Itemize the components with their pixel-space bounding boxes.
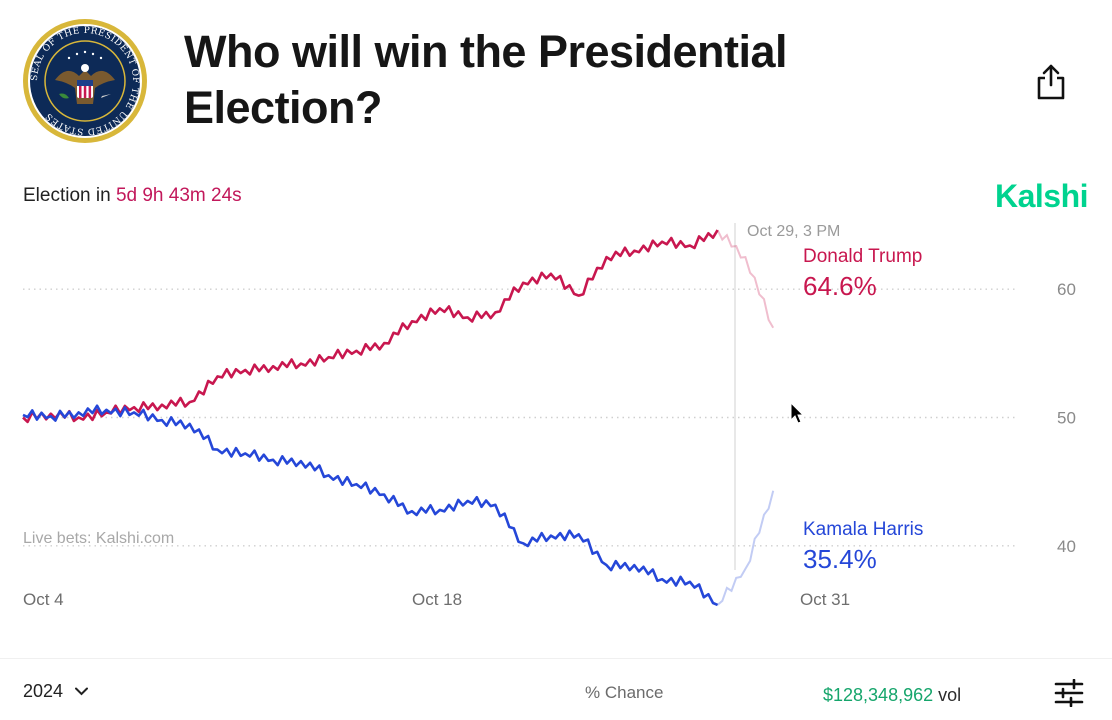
countdown-time: 5d 9h 43m 24s [115, 185, 242, 206]
x-tick-label: Oct 18 [412, 590, 462, 609]
legend-trump-value: 64.6% [803, 271, 877, 301]
y-tick-label: 40 [1057, 537, 1076, 556]
hover-date-label: Oct 29, 3 PM [747, 223, 840, 240]
volume-amount: $128,348,962 [823, 685, 934, 705]
y-tick-label: 60 [1057, 280, 1076, 299]
year-selector[interactable]: 2024 [23, 681, 89, 702]
x-axis-ticks: Oct 4 Oct 18 Oct 31 [23, 590, 850, 609]
y-axis-ticks: 40 50 60 [1057, 280, 1076, 556]
chart-watermark: Live bets: Kalshi.com [23, 530, 174, 547]
footer-divider [0, 658, 1112, 659]
y-tick-label: 50 [1057, 409, 1076, 428]
presidential-seal-logo: SEAL OF THE PRESIDENT OF THE UNITED STAT… [23, 19, 147, 143]
mouse-pointer-icon [790, 401, 805, 424]
sliders-icon[interactable] [1054, 679, 1084, 707]
probability-line-chart[interactable]: 40 50 60 Oct 4 Oct 18 Oct 31 Oct 29, 3 PM Li… [0, 215, 1112, 620]
series-line-harris [22, 404, 719, 607]
series-line-projection [716, 229, 775, 329]
legend-harris-value: 35.4% [803, 544, 877, 574]
volume-display: $128,348,962 vol [823, 685, 961, 706]
chevron-down-icon [75, 687, 89, 696]
series-lines [22, 229, 775, 607]
series-line-projection [716, 490, 775, 606]
year-value: 2024 [23, 681, 64, 701]
legend-trump-name: Donald Trump [803, 246, 922, 267]
legend-harris-name: Kamala Harris [803, 519, 923, 540]
volume-suffix: vol [938, 685, 962, 705]
x-tick-label: Oct 31 [800, 590, 850, 609]
kalshi-logo: Kalshi [995, 178, 1089, 214]
x-tick-label: Oct 4 [23, 590, 64, 609]
countdown-prefix: Election in [23, 185, 111, 206]
share-icon[interactable] [1034, 63, 1068, 101]
election-countdown: Election in 5d 9h 43m 24s [23, 185, 242, 207]
chart-mode-toggle[interactable]: % Chance [585, 683, 664, 702]
series-line-trump [22, 229, 719, 424]
page-title: Who will win the Presidential Election? [184, 26, 788, 133]
